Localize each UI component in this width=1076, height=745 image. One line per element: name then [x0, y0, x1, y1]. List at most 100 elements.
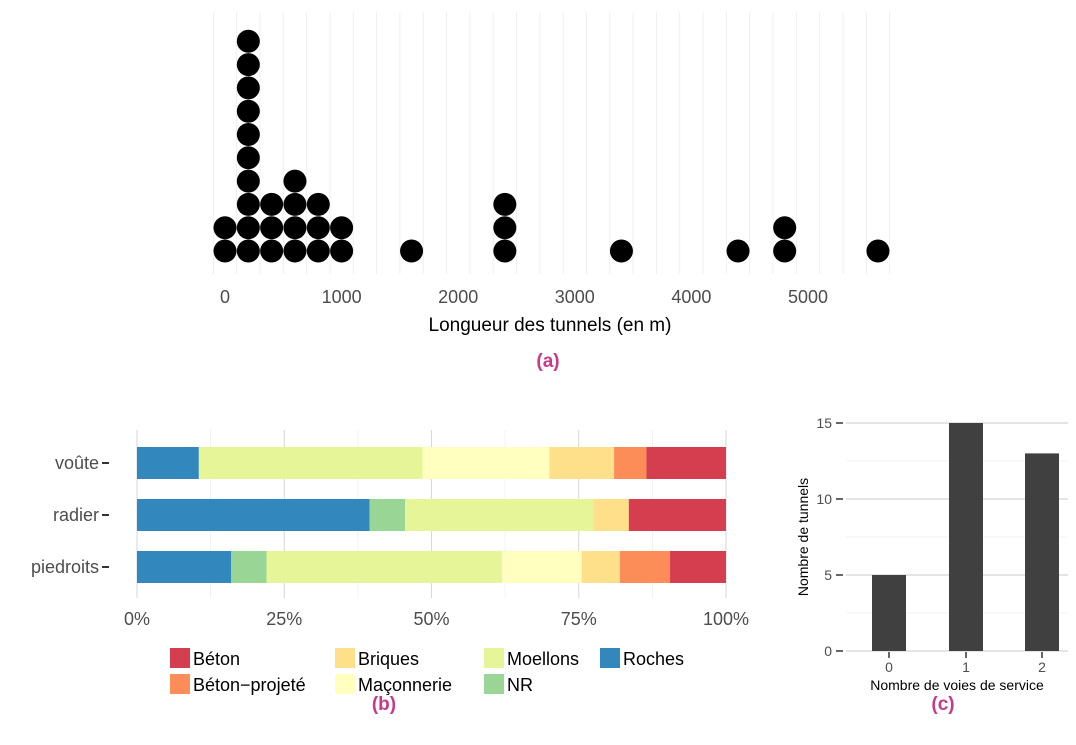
bar-segment: [670, 551, 726, 583]
legend-label: NR: [507, 675, 533, 695]
dot-point: [236, 76, 260, 100]
x-tick-label: 1000: [322, 287, 362, 307]
dot-point: [236, 192, 260, 216]
dot-point: [773, 239, 797, 263]
bar-segment: [422, 447, 550, 479]
legend-key: [170, 648, 190, 668]
legend-key: [170, 674, 190, 694]
panel-c-y-axis-title: Nombre de tunnels: [795, 478, 811, 596]
bar: [1025, 453, 1059, 651]
legend-label: Béton−projeté: [193, 675, 306, 695]
legend-key: [335, 674, 355, 694]
legend-key: [484, 648, 504, 668]
y-tick-label: 10: [816, 491, 832, 507]
panel-c-x-tick-labels: 0 1 2: [885, 652, 1046, 675]
panel-c-y-tick-labels: 0 5 10 15: [816, 415, 843, 659]
dot-point: [283, 192, 307, 216]
dot-point: [283, 239, 307, 263]
x-tick-label: 1: [962, 659, 970, 675]
dot-point: [306, 192, 330, 216]
x-tick-label: 2000: [438, 287, 478, 307]
dot-point: [213, 216, 237, 240]
dot-point: [260, 216, 284, 240]
panel-a-gridlines: [212, 12, 891, 274]
bar-segment: [369, 499, 405, 531]
dot-point: [283, 169, 307, 193]
dot-point: [236, 123, 260, 146]
bar-segment: [593, 499, 629, 531]
panel-b-bars: [137, 447, 726, 583]
bar-segment: [404, 499, 594, 531]
dot-point: [493, 216, 517, 240]
bar-segment: [628, 499, 726, 531]
x-tick-label: 100%: [703, 609, 749, 629]
bar-segment: [137, 551, 232, 583]
bar-segment: [137, 499, 370, 531]
panel-a-x-tick-labels: 0 1000 2000 3000 4000 5000: [220, 287, 828, 307]
x-tick-label: 0%: [124, 609, 150, 629]
bar-segment: [646, 447, 726, 479]
dot-point: [609, 239, 633, 263]
dot-point: [726, 239, 750, 263]
panel-c-bars: [872, 423, 1059, 651]
dot-point: [330, 216, 354, 240]
dot-point: [236, 53, 260, 77]
dot-point: [866, 239, 890, 263]
dot-point: [236, 99, 260, 123]
legend-key: [484, 674, 504, 694]
bar-segment: [549, 447, 615, 479]
dot-point: [236, 169, 260, 193]
x-tick-label: 5000: [788, 287, 828, 307]
dot-point: [236, 239, 260, 263]
x-tick-label: 0: [220, 287, 230, 307]
bar-segment: [502, 551, 582, 583]
dot-point: [213, 239, 237, 263]
panel-c-label: (c): [931, 694, 954, 715]
y-tick-label: radier: [53, 505, 99, 525]
panel-b-x-tick-labels: 0% 25% 50% 75% 100%: [124, 609, 749, 629]
y-tick-label: 0: [824, 643, 832, 659]
panel-b-stacked-bar-chart: voûte radier piedroits 0% 25% 50% 75% 100% Bét…: [31, 430, 749, 715]
panel-a-x-axis-title: Longueur des tunnels (en m): [429, 315, 672, 336]
legend-label: Béton: [193, 649, 240, 669]
x-tick-label: 4000: [671, 287, 711, 307]
bar-segment: [198, 447, 423, 479]
legend-label: Moellons: [507, 649, 579, 669]
dot-point: [283, 216, 307, 240]
legend-key: [600, 648, 620, 668]
bar-segment: [614, 447, 647, 479]
panel-a-label: (a): [536, 351, 559, 372]
x-tick-label: 75%: [561, 609, 597, 629]
dot-point: [236, 146, 260, 170]
dot-point: [306, 239, 330, 263]
dot-point: [330, 239, 354, 263]
x-tick-label: 0: [885, 659, 893, 675]
y-tick-label: 5: [824, 567, 832, 583]
y-tick-label: voûte: [55, 453, 99, 473]
panel-b-label: (b): [372, 694, 396, 715]
bar-segment: [619, 551, 671, 583]
bar: [949, 423, 983, 651]
legend-label: Briques: [358, 649, 419, 669]
panel-c-bar-chart: 0 5 10 15 0 1 2 Nombre de voies de service No…: [795, 415, 1068, 715]
dot-point: [493, 239, 517, 263]
bar-segment: [266, 551, 503, 583]
dot-point: [306, 216, 330, 240]
panel-a-dots: [213, 29, 890, 263]
dot-point: [260, 239, 284, 263]
bar-segment: [581, 551, 620, 583]
bar: [872, 575, 906, 651]
x-tick-label: 25%: [266, 609, 302, 629]
panel-b-legend: Béton Briques Moellons Roches Béton−projeté M…: [170, 648, 684, 695]
dot-point: [236, 216, 260, 240]
x-tick-label: 50%: [413, 609, 449, 629]
dot-point: [493, 192, 517, 216]
dot-point: [260, 192, 284, 216]
legend-label: Maçonnerie: [358, 675, 452, 695]
dot-point: [236, 29, 260, 53]
legend-key: [335, 648, 355, 668]
legend-label: Roches: [623, 649, 684, 669]
panel-a-dotplot: 0 1000 2000 3000 4000 5000 Longueur des tunne…: [212, 12, 891, 372]
dot-point: [400, 239, 424, 263]
bar-segment: [231, 551, 267, 583]
